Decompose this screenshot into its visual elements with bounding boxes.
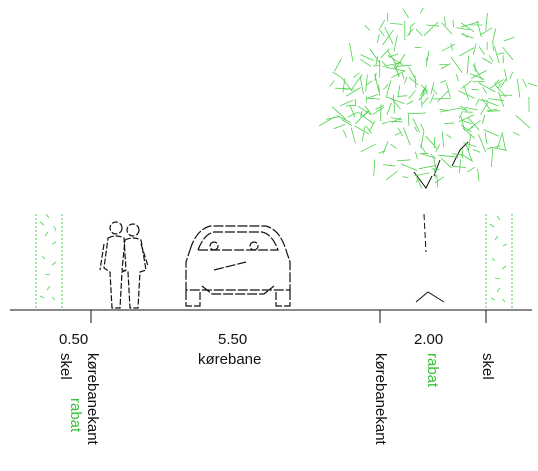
- tree-canopy-scribble: [318, 7, 538, 189]
- korebanekant-label-left: kørebanekant: [84, 353, 101, 445]
- pedestrians-icon: [99, 221, 149, 309]
- car-front-icon: [185, 225, 291, 307]
- dimension-label-right: 2.00: [414, 331, 444, 348]
- rabat-label-right: rabat: [424, 353, 441, 388]
- dimension-label-left: 0.50: [59, 331, 89, 348]
- tree-canopy-icon: [318, 7, 538, 189]
- rabat-label-left: rabat: [67, 398, 84, 433]
- hedge-icon: [485, 214, 513, 308]
- hedge-icon: [35, 213, 63, 308]
- korebanekant-label-right: kørebanekant: [372, 353, 389, 445]
- korebane-label: kørebane: [198, 351, 262, 368]
- skel-label-right: skel: [479, 353, 496, 380]
- skel-label-left: skel: [57, 353, 74, 380]
- tree-trunk: [413, 141, 469, 303]
- dimension-ticks: [90, 310, 487, 323]
- dimension-label-center: 5.50: [218, 331, 248, 348]
